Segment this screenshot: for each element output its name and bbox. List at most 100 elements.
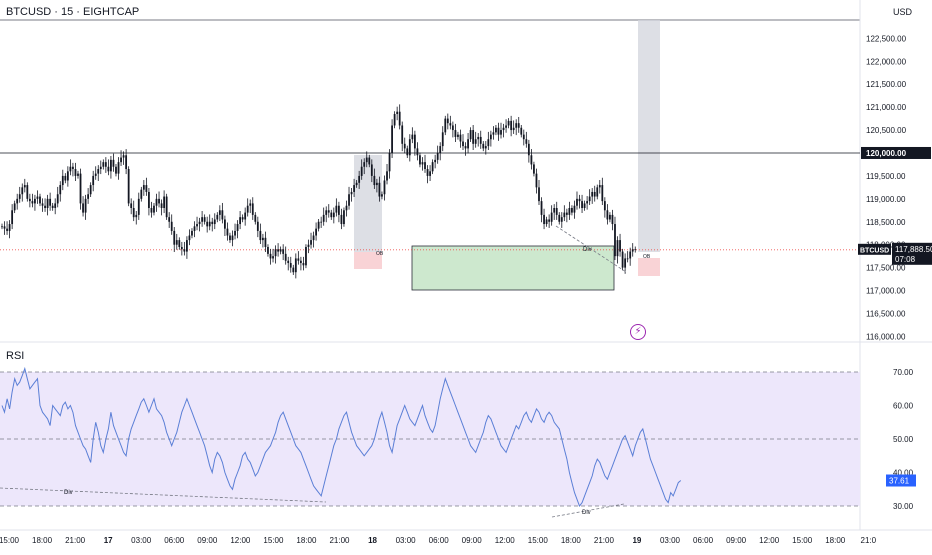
candle-body: [234, 230, 236, 236]
candle-body: [616, 240, 619, 257]
candle-body: [598, 185, 601, 188]
time-tick-label: 21:00: [329, 536, 350, 545]
time-tick-label: 17: [104, 536, 113, 545]
candle-body: [436, 152, 439, 160]
candle-body: [492, 132, 495, 135]
price-tick-label: 122,500.00: [866, 34, 907, 43]
candle-body: [69, 166, 72, 172]
candle-body: [122, 155, 125, 158]
candle-body: [327, 210, 330, 213]
candle-body: [6, 228, 8, 231]
candle-body: [312, 235, 315, 241]
candle-body: [112, 159, 115, 167]
candle-body: [444, 118, 447, 133]
candle-body: [137, 198, 140, 215]
price-tick-label: 119,000.00: [866, 195, 906, 204]
candle-body: [497, 127, 500, 135]
candle-body: [363, 162, 366, 167]
candle-body: [603, 201, 606, 211]
candle-body: [148, 191, 150, 209]
candle-body: [244, 212, 247, 220]
candle-body: [140, 189, 143, 199]
candle-body: [211, 221, 214, 225]
candle-body: [596, 187, 599, 197]
candle-body: [626, 258, 629, 260]
candle-body: [408, 139, 411, 156]
candle-body: [127, 169, 130, 204]
candle-body: [292, 267, 295, 273]
candle-body: [454, 130, 457, 137]
candle-body: [416, 148, 419, 156]
candle-body: [305, 246, 307, 266]
candle-body: [368, 157, 371, 165]
candle-body: [186, 240, 188, 252]
candle-body: [279, 249, 282, 252]
candle-body: [500, 130, 502, 135]
candle-body: [120, 157, 122, 163]
candle-body: [573, 205, 576, 213]
candle-body: [241, 217, 244, 220]
candle-body: [332, 212, 335, 218]
candle-body: [89, 185, 92, 195]
candle-body: [170, 221, 173, 231]
candle-body: [299, 260, 302, 264]
price-tick-label: 117,000.00: [866, 287, 906, 296]
candle-body: [59, 185, 62, 195]
candle-body: [355, 182, 358, 186]
candle-body: [429, 171, 431, 176]
candle-body: [439, 146, 442, 153]
candle-body: [426, 169, 429, 176]
time-tick-label: 15:00: [528, 536, 549, 545]
candle-body: [446, 118, 449, 124]
candle-body: [449, 123, 452, 126]
candle-body: [325, 210, 328, 215]
candle-body: [51, 205, 54, 209]
candle-body: [550, 212, 553, 222]
candle-body: [168, 217, 171, 222]
price-tick-label: 122,000.00: [866, 57, 907, 66]
candle-body: [239, 217, 242, 225]
candle-body: [246, 205, 249, 213]
rsi-tick-label: 70.00: [893, 368, 914, 377]
candle-body: [479, 136, 482, 144]
candle-body: [522, 134, 525, 140]
candle-body: [619, 240, 621, 252]
candle-body: [588, 196, 591, 202]
candle-body: [310, 240, 312, 245]
time-tick-label: 03:00: [131, 536, 152, 545]
candle-body: [581, 201, 583, 209]
candle-body: [46, 198, 49, 209]
current-price-text: 117,888.50: [895, 245, 932, 254]
candle-body: [41, 203, 44, 206]
candle-body: [543, 214, 545, 225]
price-divergence-line: [555, 225, 627, 273]
candle-body: [191, 230, 193, 236]
candle-body: [307, 244, 310, 247]
candle-body: [548, 219, 551, 222]
red-zone-2: [638, 258, 660, 276]
candle-body: [130, 203, 133, 209]
candle-body: [533, 164, 535, 174]
candle-body: [18, 194, 21, 199]
candle-body: [208, 221, 211, 227]
price-tick-label: 116,000.00: [866, 332, 906, 341]
candle-body: [634, 249, 637, 251]
candle-body: [434, 159, 437, 163]
candle-body: [320, 221, 323, 223]
candle-body: [201, 217, 204, 222]
candle-body: [375, 182, 378, 186]
time-tick-label: 12:00: [495, 536, 516, 545]
rsi-line: [1, 366, 682, 508]
candle-body: [525, 139, 528, 144]
candle-body: [495, 127, 497, 133]
candle-body: [340, 214, 343, 225]
lightning-icon[interactable]: ⚡: [630, 324, 646, 340]
time-tick-label: 03:00: [660, 536, 681, 545]
candle-body: [343, 210, 345, 225]
candle-body: [34, 198, 36, 204]
candle-body: [125, 155, 128, 170]
candle-body: [213, 219, 216, 225]
price-tick-label: 121,500.00: [866, 80, 907, 89]
